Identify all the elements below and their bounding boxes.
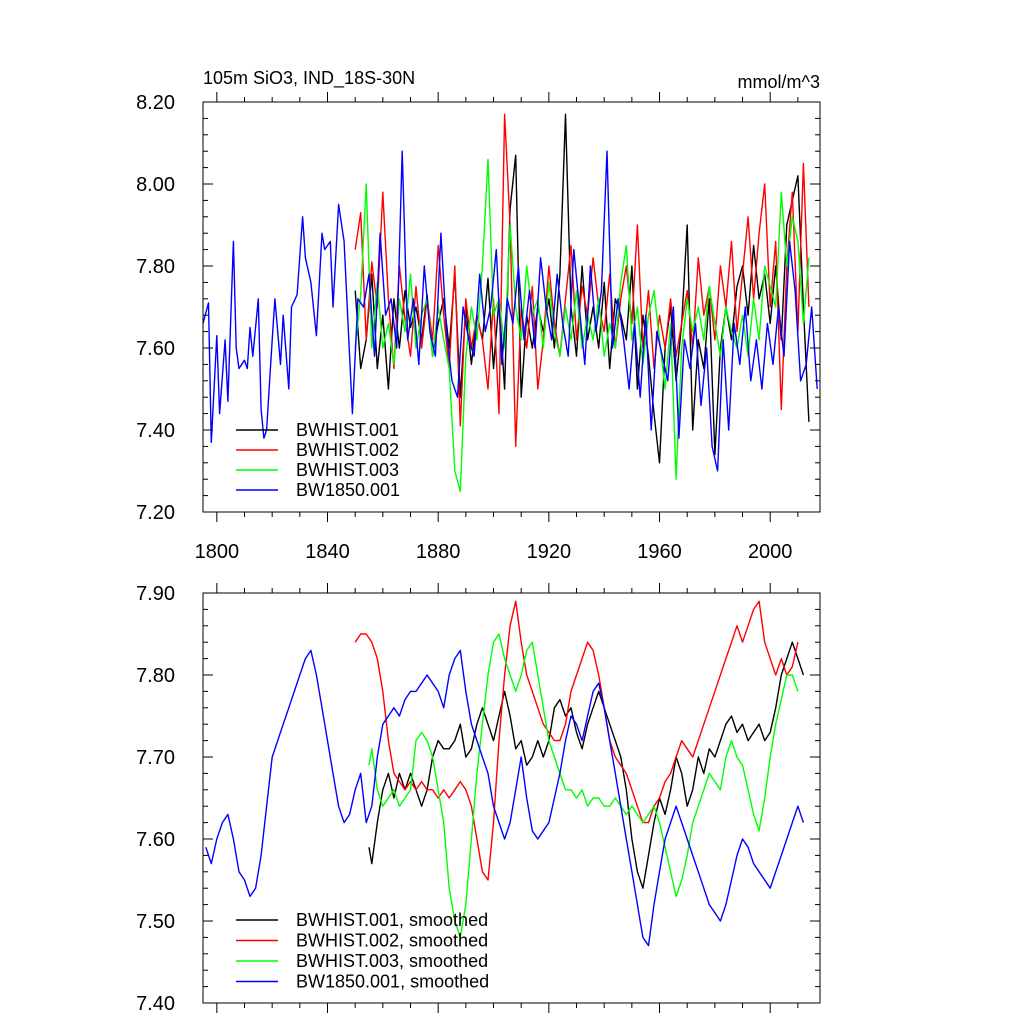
plot-frame xyxy=(202,592,821,1004)
series-line-4 xyxy=(205,649,805,947)
bottom-panel: 7.40 7.50 7.60 7.70 7.80 7.90 BWHIST.001, smo… xyxy=(136,583,821,1015)
legend-label-4: BW1850.001 xyxy=(296,480,400,500)
y-tick-label: 7.80 xyxy=(136,665,175,687)
y-tick-label: 8.00 xyxy=(136,174,175,196)
plot-frame xyxy=(202,101,821,513)
y-tick-label: 7.40 xyxy=(136,420,175,442)
series-line-3 xyxy=(368,633,799,939)
series-line-2 xyxy=(354,113,810,448)
series-group xyxy=(203,113,818,493)
chart-title: 105m SiO3, IND_18S-30N xyxy=(203,68,415,89)
series-line-4 xyxy=(203,150,818,472)
series-line-2 xyxy=(354,600,799,881)
x-tick-label: 1920 xyxy=(527,541,572,563)
y-tick-label: 7.80 xyxy=(136,256,175,278)
y-tick-label: 8.20 xyxy=(136,92,175,114)
x-tick-label: 1960 xyxy=(637,541,682,563)
series-line-1 xyxy=(368,641,805,889)
legend-label-1: BWHIST.001, smoothed xyxy=(296,910,488,930)
chart-units: mmol/m^3 xyxy=(738,72,820,92)
y-tick-label: 7.60 xyxy=(136,829,175,851)
y-tick-label: 7.40 xyxy=(136,993,175,1015)
y-tick-label: 7.90 xyxy=(136,583,175,605)
axes: 7.40 7.50 7.60 7.70 7.80 7.90 xyxy=(136,583,821,1015)
y-tick-label: 7.70 xyxy=(136,747,175,769)
x-tick-label: 2000 xyxy=(748,541,793,563)
top-panel: 105m SiO3, IND_18S-30N mmol/m^3 7.20 7.40… xyxy=(136,68,821,563)
legend-label-3: BWHIST.003 xyxy=(296,460,399,480)
y-tick-label: 7.60 xyxy=(136,338,175,360)
legend-label-2: BWHIST.002, smoothed xyxy=(296,931,488,951)
legend-label-2: BWHIST.002 xyxy=(296,440,399,460)
legend-label-4: BW1850.001, smoothed xyxy=(296,972,489,992)
x-tick-label: 1880 xyxy=(416,541,461,563)
legend-label-3: BWHIST.003, smoothed xyxy=(296,951,488,971)
legend-label-1: BWHIST.001 xyxy=(296,420,399,440)
y-tick-label: 7.50 xyxy=(136,911,175,933)
x-tick-label: 1800 xyxy=(195,541,240,563)
x-tick-label: 1840 xyxy=(305,541,350,563)
axes: 7.20 7.40 7.60 7.80 8.00 8.20 1800 1840 1880 1920… xyxy=(136,92,821,563)
y-tick-label: 7.20 xyxy=(136,502,175,524)
series-group xyxy=(205,600,805,947)
